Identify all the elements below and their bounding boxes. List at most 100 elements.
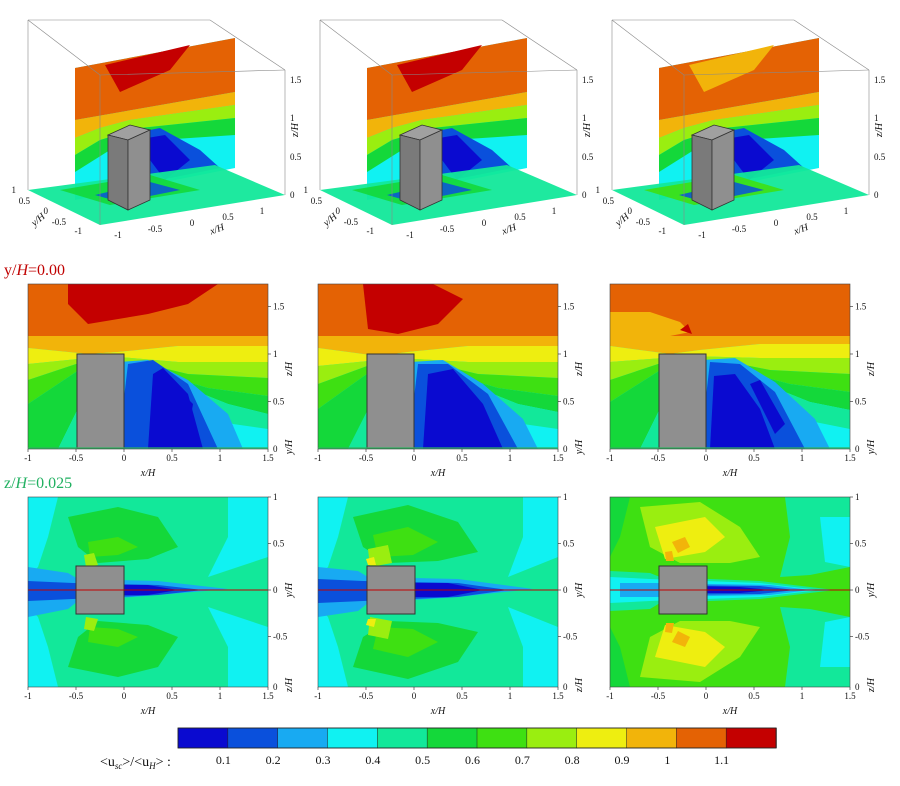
y-axis-title: y/H	[284, 439, 295, 455]
iso-frame-line	[391, 69, 578, 76]
colorbar-ticks: 0.1 0.2 0.3 0.4 0.5 0.6 0.7 0.8 0.9 1 1.1	[216, 753, 729, 767]
z-tick-label: 1	[855, 349, 860, 359]
y-tick-label: -0.5	[273, 632, 288, 642]
x-tick-label: 0	[122, 691, 127, 701]
z-tick-label: 1.5	[582, 75, 594, 85]
y-tick-label: -1	[367, 226, 375, 236]
z-tick-label: 1.5	[290, 75, 302, 85]
iso-frame-line	[209, 19, 286, 71]
colorbar-swatch	[526, 727, 578, 749]
x-axis-title: x/H	[722, 706, 738, 717]
x-tick-label: -0.5	[359, 453, 374, 463]
z-tick-label: 0	[855, 444, 860, 454]
y-tick-label: 1	[563, 492, 568, 502]
x-tick-label: 0.5	[748, 453, 760, 463]
y-tick-label: 0.5	[311, 196, 323, 206]
y-axis-title: y/H	[284, 582, 295, 598]
z-tick-label: 1.5	[855, 302, 867, 312]
side-plane-label: y/H=0.00	[4, 262, 65, 279]
iso-floor-plane	[612, 165, 869, 225]
x-tick-label: 1.5	[262, 453, 274, 463]
z-tick-label: 0	[563, 682, 568, 692]
x-tick-label: -1	[24, 691, 32, 701]
x-axis-title: x/H	[500, 222, 519, 238]
x-axis-title: x/H	[792, 222, 811, 238]
y-tick-label: 1	[12, 185, 17, 195]
x-tick-label: 1	[800, 691, 805, 701]
z-axis-title: z/H	[284, 361, 295, 377]
x-tick-label: 1.5	[552, 691, 564, 701]
y-axis-title: y/H	[866, 582, 877, 598]
iso-block	[398, 124, 444, 211]
x-tick-label: 1	[218, 691, 223, 701]
y-tick-label: -0.5	[855, 632, 870, 642]
z-tick-label: 1	[874, 113, 879, 123]
y-tick-label: 0.5	[855, 539, 867, 549]
z-tick-label: 0	[582, 190, 587, 200]
side-panel-3: -1 -0.5 0 0.5 1 1.5x/H0.511.50z/Hy/H	[606, 283, 877, 479]
y-tick-label: -0.5	[344, 217, 359, 227]
colorbar-tick-label: 0.2	[266, 753, 281, 767]
plan-panel-1: -1 -0.5 0 0.5 1 1.5 x/H 1 0.5 0 -0.5 0 y/H z/H	[24, 492, 295, 717]
colorbar-tick-label: 1	[664, 753, 670, 767]
plan-view-row: -1 -0.5 0 0.5 1 1.5 x/H 1 0.5 0 -0.5 0 y/H z/H	[24, 492, 877, 717]
iso-panel-2: 00.511.5z/H10.50-0.5-1y/H-1-0.500.51x/H	[304, 19, 594, 240]
y-tick-label: -0.5	[52, 217, 67, 227]
x-tick-label: 0.5	[514, 212, 526, 222]
z-tick-label: 0	[273, 444, 278, 454]
z-tick-label: 0.5	[582, 152, 594, 162]
y-tick-label: -1	[75, 226, 83, 236]
y-tick-label: -0.5	[563, 632, 578, 642]
y-tick-label: 1	[304, 185, 309, 195]
x-tick-label: 1.5	[844, 453, 856, 463]
colorbar-swatch	[476, 727, 528, 749]
colorbar-swatch	[725, 727, 777, 749]
z-axis-title: z/H	[866, 361, 877, 377]
z-axis-title: z/H	[582, 122, 593, 138]
x-tick-label: 1	[218, 453, 223, 463]
z-tick-label: 1	[290, 113, 295, 123]
iso-frame-line	[319, 19, 393, 76]
x-tick-label: 1	[844, 206, 849, 216]
x-tick-label: -0.5	[732, 224, 747, 234]
y-tick-label: -0.5	[636, 217, 651, 227]
colorbar-tick-label: 0.8	[565, 753, 580, 767]
y-tick-label: 0	[628, 206, 633, 216]
iso-frame-line	[793, 19, 870, 71]
z-axis-title: z/H	[574, 361, 585, 377]
x-tick-label: 0.5	[166, 691, 178, 701]
x-tick-label: 1.5	[552, 453, 564, 463]
iso-floor-plane	[28, 165, 285, 225]
x-tick-label: -1	[698, 230, 706, 240]
x-tick-label: 1.5	[844, 691, 856, 701]
y-tick-label: 0.5	[563, 539, 575, 549]
x-tick-label: -0.5	[69, 691, 84, 701]
x-tick-label: 1	[508, 453, 513, 463]
iso-frame-line	[99, 69, 286, 76]
iso-panel-3: 00.511.5z/H10.50-0.5-1y/H-1-0.500.51x/H	[596, 19, 886, 240]
z-tick-label: 0.5	[273, 397, 285, 407]
x-tick-label: -0.5	[359, 691, 374, 701]
x-tick-label: -1	[314, 691, 322, 701]
x-tick-label: -1	[314, 453, 322, 463]
side-panel-2: -1 -0.5 0 0.5 1 1.5x/H0.511.50z/Hy/H	[314, 283, 585, 479]
colorbar-tick-label: 0.9	[615, 753, 630, 767]
z-tick-label: 1	[582, 113, 587, 123]
z-tick-label: 1	[273, 349, 278, 359]
y-tick-label: 0.5	[19, 196, 31, 206]
x-axis-title: x/H	[140, 706, 156, 717]
colorbar-tick-label: 0.4	[365, 753, 380, 767]
z-axis-title: z/H	[866, 677, 877, 693]
z-tick-label: 0.5	[855, 397, 867, 407]
z-tick-label: 0.5	[874, 152, 886, 162]
x-axis-title: x/H	[208, 222, 227, 238]
iso-frame-line	[501, 19, 578, 71]
z-tick-label: 0	[273, 682, 278, 692]
x-tick-label: 0.5	[456, 453, 468, 463]
x-tick-label: 0.5	[166, 453, 178, 463]
x-tick-label: -1	[114, 230, 122, 240]
x-tick-label: 0	[704, 453, 709, 463]
x-axis-title: x/H	[430, 468, 446, 479]
side-view-row: -1 -0.5 0 0.5 1 1.5x/H0.511.50z/Hy/H -1 -0.5	[24, 283, 877, 479]
